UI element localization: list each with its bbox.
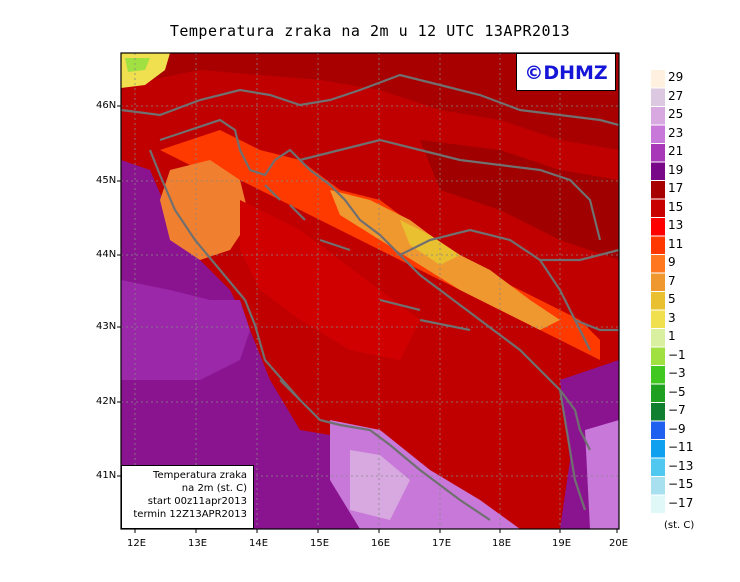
colorbar-swatch — [651, 236, 665, 254]
colorbar-swatch — [651, 199, 665, 217]
colorbar-label: 19 — [668, 162, 684, 177]
colorbar-label: 23 — [668, 125, 684, 140]
colorbar-swatch — [651, 162, 665, 180]
colorbar-label: 13 — [668, 218, 684, 232]
colorbar-swatch — [651, 255, 665, 273]
colorbar-swatch — [651, 440, 665, 458]
lon-label-17e: 17E — [432, 538, 452, 549]
lat-label-45n: 45N — [96, 175, 117, 186]
colorbar-label: −1 — [668, 347, 686, 362]
colorbar-swatch — [651, 384, 665, 402]
colorbar-swatch — [651, 107, 665, 125]
colorbar-label: −7 — [668, 403, 686, 417]
colorbar-swatch — [651, 310, 665, 328]
colorbar-swatch — [651, 366, 665, 384]
lon-label-18e: 18E — [492, 538, 512, 549]
colorbar-label: 15 — [668, 199, 684, 214]
colorbar — [651, 70, 665, 513]
plot-frame — [120, 52, 620, 530]
colorbar-label: −15 — [668, 477, 694, 491]
lon-label-16e: 16E — [371, 538, 391, 549]
colorbar-swatch — [651, 70, 665, 88]
colorbar-label: −3 — [668, 366, 686, 380]
colorbar-unit: (st. C) — [664, 520, 695, 531]
map-title: Temperatura zraka na 2m u 12 UTC 13APR20… — [169, 22, 571, 40]
colorbar-swatch — [651, 403, 665, 421]
colorbar-swatch — [651, 273, 665, 291]
colorbar-swatch — [651, 458, 665, 476]
colorbar-swatch — [651, 144, 665, 162]
colorbar-swatch — [651, 329, 665, 347]
colorbar-label: −5 — [668, 384, 686, 399]
colorbar-swatch — [651, 421, 665, 439]
lon-label-15e: 15E — [310, 538, 330, 549]
lon-label-19e: 19E — [552, 538, 572, 549]
colorbar-label: −13 — [668, 458, 694, 473]
colorbar-label: 29 — [668, 70, 684, 84]
colorbar-label: 5 — [668, 292, 676, 306]
coastlines-borders — [121, 73, 619, 521]
colorbar-swatch — [651, 347, 665, 365]
lat-label-44n: 44N — [96, 249, 117, 260]
lon-label-14e: 14E — [249, 538, 269, 549]
info-line-2: na 2m (st. C) — [181, 483, 247, 494]
colorbar-swatch — [651, 292, 665, 310]
info-box: Temperatura zraka na 2m (st. C) start 00… — [121, 465, 254, 529]
colorbar-swatch — [651, 88, 665, 106]
colorbar-swatch — [651, 495, 665, 513]
info-line-4: termin 12Z13APR2013 — [133, 509, 247, 520]
lat-label-41n: 41N — [96, 470, 117, 481]
dhmz-logo: ©DHMZ — [516, 53, 616, 91]
colorbar-swatch — [651, 125, 665, 143]
colorbar-label: 27 — [668, 88, 684, 103]
info-line-1: Temperatura zraka — [153, 470, 247, 481]
colorbar-swatch — [651, 477, 665, 495]
lon-label-13e: 13E — [188, 538, 208, 549]
colorbar-label: −11 — [668, 440, 694, 454]
lat-label-43n: 43N — [96, 321, 117, 332]
colorbar-label: 21 — [668, 144, 684, 158]
lon-label-20e: 20E — [609, 538, 629, 549]
colorbar-label: 9 — [668, 255, 676, 269]
lon-label-12e: 12E — [127, 538, 147, 549]
colorbar-label: 7 — [668, 273, 676, 288]
colorbar-label: 25 — [668, 107, 684, 121]
colorbar-label: 17 — [668, 181, 684, 195]
lat-label-46n: 46N — [96, 100, 117, 111]
lat-label-42n: 42N — [96, 396, 117, 407]
colorbar-label: 1 — [668, 329, 676, 343]
colorbar-label: 11 — [668, 236, 684, 251]
colorbar-swatch — [651, 218, 665, 236]
grid — [121, 53, 619, 529]
colorbar-swatch — [651, 181, 665, 199]
colorbar-label: −17 — [668, 495, 694, 510]
colorbar-label: 3 — [668, 310, 676, 325]
info-line-3: start 00z11apr2013 — [147, 496, 247, 507]
colorbar-label: −9 — [668, 421, 686, 436]
